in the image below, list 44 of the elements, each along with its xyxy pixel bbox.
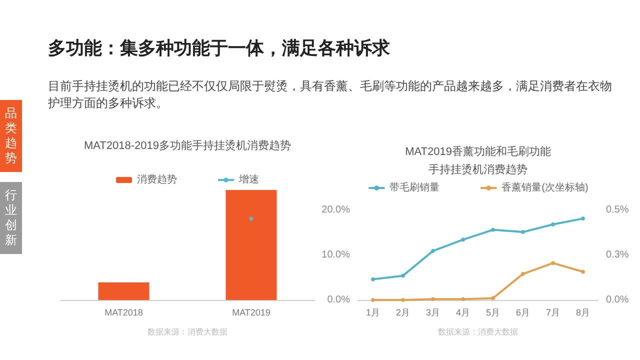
source-note: 数据来源：消费大数据	[148, 328, 228, 336]
point	[551, 261, 555, 266]
x-tick-label: 5月	[486, 308, 500, 318]
text: 目前手持挂烫机的功能已经不仅仅局限于熨烫，具有香薰、毛刷等功能的产品越来越多，满足消费者在衣物护理方面的多种诉求。	[48, 78, 613, 112]
y-tick-label: 0.0%	[327, 294, 350, 306]
point	[401, 274, 405, 278]
y2-tick-label: 0.5%	[606, 204, 629, 216]
x-tick-label: 7月	[546, 308, 560, 318]
chart-title: MAT2019香薰功能和毛刷功能手持挂烫机消费趋势	[405, 145, 551, 176]
point	[491, 228, 495, 232]
point	[461, 297, 465, 302]
point	[431, 248, 435, 253]
legend-label: 增速	[238, 174, 259, 186]
x-tick-label: 6月	[516, 308, 530, 318]
legend-label: 香薰销量(次坐标轴)	[502, 182, 588, 194]
legend-label: 消费趋势	[137, 174, 177, 186]
x-tick-label: 1月	[366, 308, 380, 318]
legend-label: 带毛刷销量	[390, 182, 440, 194]
point	[371, 277, 375, 282]
x-tick-label: MAT2019	[232, 308, 270, 318]
text: 多功能：集多种功能于一体，满足各种诉求	[48, 37, 390, 60]
y2-tick-label: 0.3%	[606, 250, 629, 260]
x-tick-label: MAT2018	[104, 308, 143, 318]
source-note: 数据来源：消费大数据	[438, 328, 518, 336]
text: 行业创新	[0, 182, 22, 254]
x-tick-label: 4月	[456, 308, 470, 318]
point	[551, 222, 555, 226]
point	[521, 272, 525, 276]
text: 品类趋势	[0, 100, 22, 172]
x-tick-label: 2月	[396, 308, 410, 318]
point	[521, 230, 525, 234]
point	[461, 238, 465, 242]
y-tick-label: 10.0%	[322, 250, 350, 260]
y-tick-label: 20.0%	[322, 204, 350, 216]
point	[581, 216, 585, 221]
chart-title: MAT2018-2019多功能手持挂烫机消费趋势	[84, 139, 292, 152]
point	[491, 296, 495, 300]
y2-tick-label: 0.0%	[606, 294, 629, 306]
point	[431, 297, 435, 302]
point	[401, 298, 405, 302]
x-tick-label: 8月	[576, 308, 590, 318]
x-tick-label: 3月	[426, 308, 440, 318]
point	[371, 298, 375, 302]
point	[581, 270, 585, 274]
